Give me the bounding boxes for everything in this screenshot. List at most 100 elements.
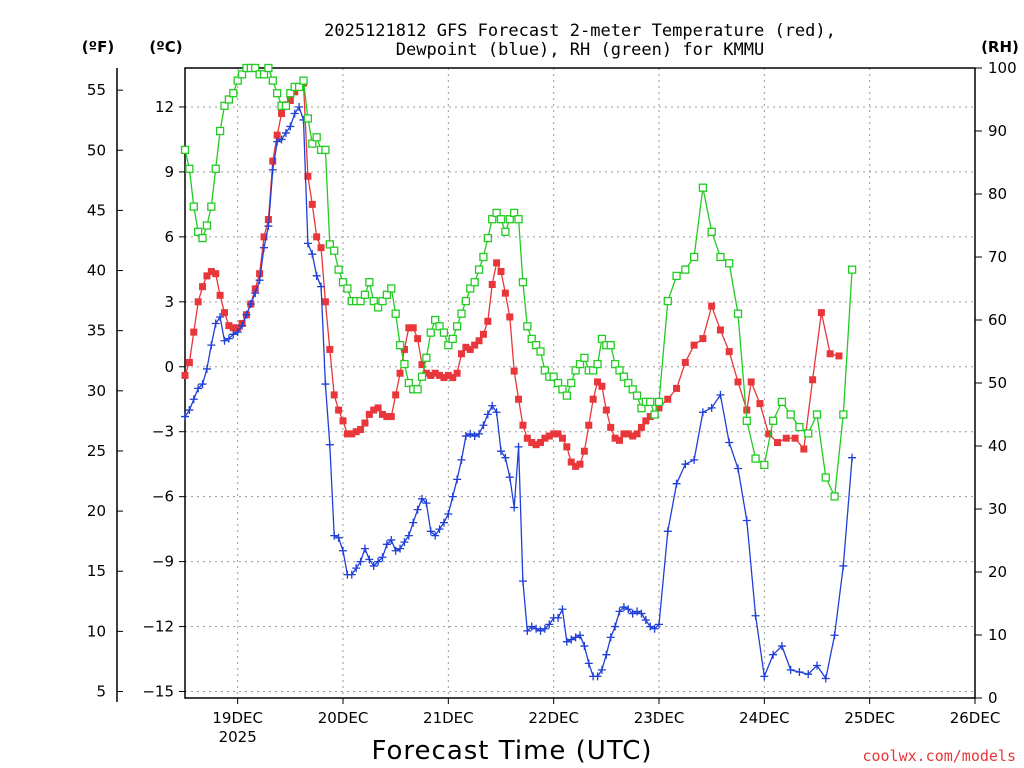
rh-point [448, 334, 457, 344]
dewpoint-point [303, 239, 312, 248]
temperature-point [765, 430, 773, 438]
rh-point [452, 322, 462, 331]
celsius-tick-label: −15 [142, 683, 174, 701]
temperature-point [532, 441, 540, 449]
rh-point [198, 233, 207, 243]
rh-point [663, 296, 672, 306]
dewpoint-point [233, 328, 242, 337]
rh-point [259, 70, 269, 79]
rh-point [461, 296, 471, 306]
temperature-point [440, 374, 448, 382]
temperature-point [528, 439, 536, 447]
temperature-point [484, 317, 492, 325]
dewpoint-point [742, 516, 751, 525]
rh-point [575, 359, 585, 369]
temperature-point [782, 434, 790, 442]
dewpoint-point [545, 620, 554, 629]
temperature-point [501, 289, 509, 297]
rh-point [382, 290, 392, 299]
temperature-point [291, 88, 299, 96]
temperature-point [826, 350, 834, 358]
rh-point [597, 334, 607, 344]
fahrenheit-tick-label: 10 [87, 622, 106, 640]
temperature-point [181, 371, 189, 379]
rh-point [180, 145, 190, 155]
temperature-point [436, 371, 444, 379]
temperature-point [422, 369, 430, 377]
rh-point [237, 70, 247, 79]
temperature-point [817, 309, 825, 317]
x-tick-label: 26DEC [950, 709, 1001, 727]
dewpoint-point [194, 384, 203, 393]
rh-point [220, 101, 229, 110]
temperature-point [414, 335, 422, 343]
dewpoint-point [593, 672, 602, 681]
fahrenheit-tick-label: 40 [87, 262, 106, 280]
rh-point [281, 101, 291, 110]
temperature-point [444, 371, 452, 379]
rh-point [330, 246, 339, 255]
chart-title-line-1: 2025121812 GFS Forecast 2-meter Temperat… [324, 21, 836, 41]
dewpoint-point [457, 455, 466, 464]
temperature-point [594, 378, 602, 386]
dewpoint-point [760, 672, 769, 681]
temperature-point [572, 462, 580, 470]
temperature-point [352, 428, 360, 436]
chart-title-line-2: Dewpoint (blue), RH (green) for KMMU [396, 40, 764, 60]
rh-point [558, 385, 567, 394]
temperature-point [221, 309, 228, 317]
rh-tick-label: 10 [988, 626, 1007, 644]
rh-point [338, 278, 348, 287]
temperature-point [681, 358, 689, 366]
temperature-point [466, 345, 474, 353]
dewpoint-point [268, 165, 277, 174]
rh-point [308, 139, 317, 148]
temperature-point [488, 280, 496, 288]
rh-point [615, 366, 624, 375]
dewpoint-point [554, 613, 563, 622]
temperature-point [493, 259, 501, 267]
temperature-point [620, 430, 628, 438]
dewpoint-point [382, 540, 391, 549]
dewpoint-point [391, 546, 400, 555]
temperature-point [361, 419, 369, 427]
temperature-point [567, 458, 575, 466]
temperature-point [791, 434, 799, 442]
temperature-point [216, 291, 224, 299]
dewpoint-point [387, 535, 396, 544]
temperature-point [646, 413, 654, 421]
x-tick-label: 23DEC [634, 709, 685, 727]
rh-point [839, 410, 848, 419]
dewpoint-point [536, 626, 545, 635]
temperature-point [229, 324, 237, 332]
dewpoint-point [260, 243, 268, 252]
rh-point [624, 378, 633, 388]
temperature-point [774, 439, 781, 447]
temperature-point [330, 391, 338, 399]
rh-point [760, 460, 769, 470]
dewpoint-point [220, 336, 229, 345]
temperature-point [374, 404, 382, 412]
temperature-point [497, 268, 505, 276]
rh-point [334, 265, 343, 274]
rh-point [610, 359, 620, 369]
dewpoint-point [312, 271, 321, 280]
rh-point [215, 126, 225, 136]
rh-point [505, 215, 514, 224]
dewpoint-point [663, 527, 672, 536]
dewpoint-point [461, 432, 470, 441]
dewpoint-point [369, 561, 378, 570]
temperature-point [343, 430, 351, 438]
rh-point [391, 309, 400, 318]
dewpoint-point [672, 479, 681, 488]
temperature-point [304, 172, 312, 180]
rh-point [268, 76, 277, 85]
rh-point [457, 309, 466, 318]
dewpoint-point [518, 577, 527, 586]
rh-point [444, 341, 453, 350]
dewpoint-point [317, 282, 326, 291]
dewpoint-point [255, 276, 264, 285]
rh-point [580, 353, 589, 362]
temperature-point [708, 302, 716, 310]
dewpoint-point [211, 319, 220, 328]
